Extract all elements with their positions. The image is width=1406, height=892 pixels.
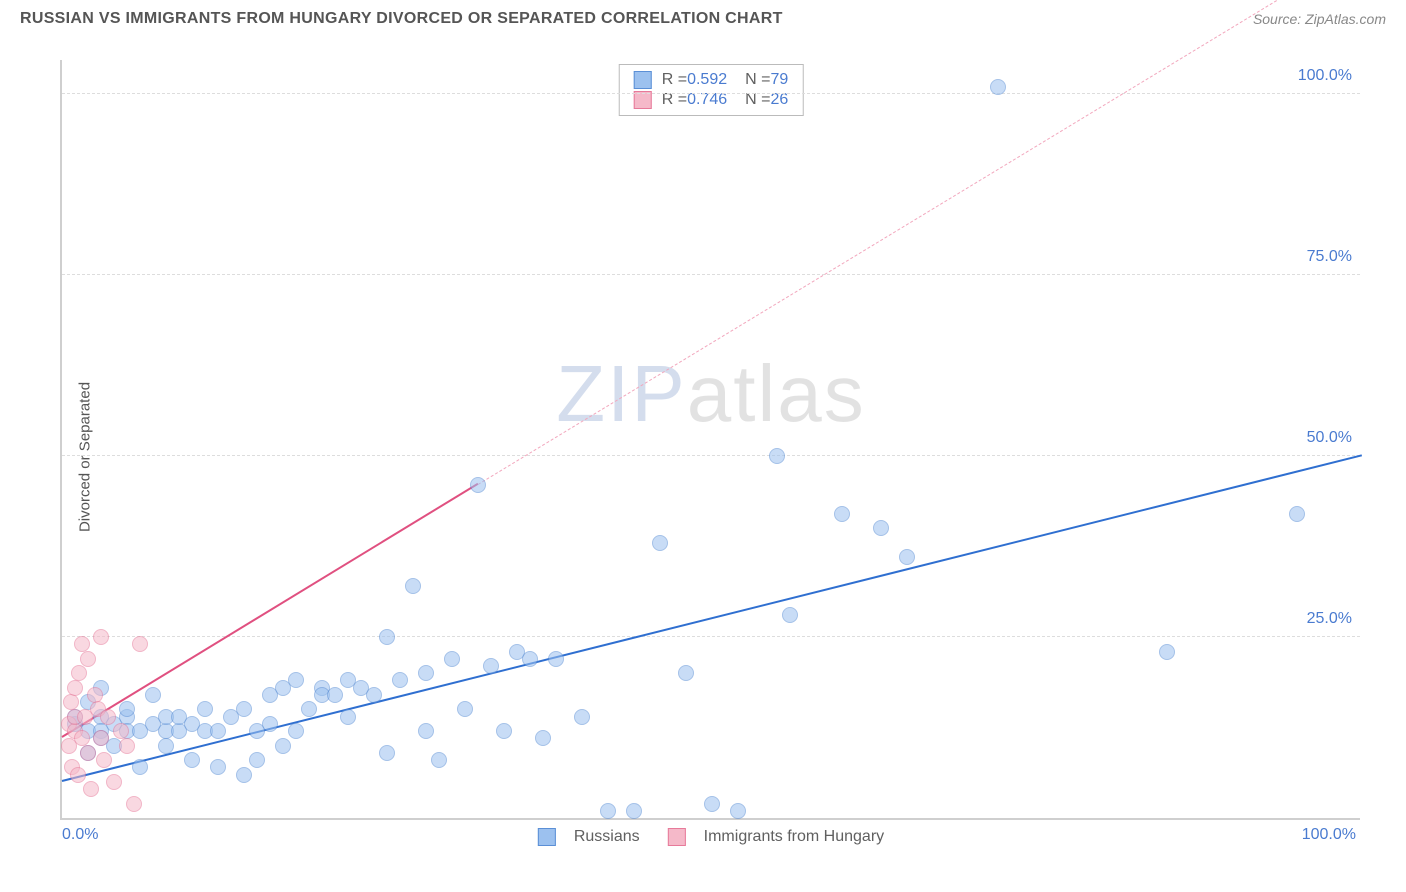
chart-title: RUSSIAN VS IMMIGRANTS FROM HUNGARY DIVOR… xyxy=(20,10,783,28)
data-point xyxy=(444,651,460,667)
data-point xyxy=(1159,644,1175,660)
data-point xyxy=(574,709,590,725)
data-point xyxy=(730,803,746,819)
legend-series: Russians Immigrants from Hungary xyxy=(538,828,884,846)
data-point xyxy=(899,549,915,565)
data-point xyxy=(70,767,86,783)
data-point xyxy=(210,723,226,739)
data-point xyxy=(418,665,434,681)
data-point xyxy=(600,803,616,819)
data-point xyxy=(873,520,889,536)
gridline xyxy=(62,455,1360,456)
legend-series-item: Immigrants from Hungary xyxy=(668,828,885,846)
legend-series-label: Immigrants from Hungary xyxy=(704,828,885,846)
data-point xyxy=(379,629,395,645)
data-point xyxy=(834,506,850,522)
y-tick-label: 75.0% xyxy=(1307,248,1352,266)
data-point xyxy=(405,578,421,594)
data-point xyxy=(275,738,291,754)
data-point xyxy=(158,738,174,754)
data-point xyxy=(126,796,142,812)
data-point xyxy=(80,745,96,761)
data-point xyxy=(626,803,642,819)
data-point xyxy=(782,607,798,623)
data-point xyxy=(392,672,408,688)
data-point xyxy=(93,730,109,746)
data-point xyxy=(522,651,538,667)
data-point xyxy=(132,759,148,775)
data-point xyxy=(210,759,226,775)
y-tick-label: 100.0% xyxy=(1298,67,1352,85)
data-point xyxy=(236,767,252,783)
legend-n-label: N = xyxy=(745,71,770,89)
data-point xyxy=(100,709,116,725)
data-point xyxy=(340,709,356,725)
data-point xyxy=(496,723,512,739)
data-point xyxy=(67,680,83,696)
data-point xyxy=(119,701,135,717)
y-tick-label: 25.0% xyxy=(1307,610,1352,628)
chart-area: Divorced or Separated ZIPatlas R = 0.592… xyxy=(20,42,1386,872)
data-point xyxy=(87,687,103,703)
data-point xyxy=(96,752,112,768)
data-point xyxy=(83,781,99,797)
data-point xyxy=(262,716,278,732)
data-point xyxy=(80,651,96,667)
x-tick-label: 100.0% xyxy=(1302,826,1356,844)
legend-stats-box: R = 0.592N = 79R = 0.746N = 26 xyxy=(619,64,804,116)
data-point xyxy=(106,774,122,790)
data-point xyxy=(678,665,694,681)
x-tick-label: 0.0% xyxy=(62,826,98,844)
trendline-dashed xyxy=(478,0,1363,485)
legend-r-label: R = xyxy=(662,71,687,89)
data-point xyxy=(1289,506,1305,522)
data-point xyxy=(236,701,252,717)
data-point xyxy=(535,730,551,746)
gridline xyxy=(62,274,1360,275)
data-point xyxy=(288,723,304,739)
data-point xyxy=(63,694,79,710)
data-point xyxy=(548,651,564,667)
data-point xyxy=(288,672,304,688)
data-point xyxy=(431,752,447,768)
legend-series-item: Russians xyxy=(538,828,640,846)
data-point xyxy=(249,752,265,768)
data-point xyxy=(132,636,148,652)
data-point xyxy=(71,665,87,681)
data-point xyxy=(470,477,486,493)
y-tick-label: 50.0% xyxy=(1307,429,1352,447)
legend-swatch xyxy=(668,828,686,846)
data-point xyxy=(379,745,395,761)
data-point xyxy=(990,79,1006,95)
source-attribution: Source: ZipAtlas.com xyxy=(1253,11,1386,27)
data-point xyxy=(145,687,161,703)
data-point xyxy=(483,658,499,674)
watermark: ZIPatlas xyxy=(556,348,865,440)
data-point xyxy=(366,687,382,703)
legend-stat-row: R = 0.592 N = 79 xyxy=(634,71,789,89)
legend-r-value: 0.592 xyxy=(687,71,727,89)
scatter-plot: ZIPatlas R = 0.592N = 79R = 0.746N = 26 … xyxy=(60,60,1360,820)
data-point xyxy=(652,535,668,551)
data-point xyxy=(301,701,317,717)
data-point xyxy=(197,701,213,717)
data-point xyxy=(184,752,200,768)
data-point xyxy=(93,629,109,645)
data-point xyxy=(457,701,473,717)
gridline xyxy=(62,636,1360,637)
legend-n-value: 79 xyxy=(770,71,788,89)
legend-swatch xyxy=(538,828,556,846)
legend-swatch xyxy=(634,71,652,89)
data-point xyxy=(327,687,343,703)
data-point xyxy=(119,738,135,754)
gridline xyxy=(62,93,1360,94)
data-point xyxy=(769,448,785,464)
data-point xyxy=(418,723,434,739)
data-point xyxy=(704,796,720,812)
legend-series-label: Russians xyxy=(574,828,640,846)
